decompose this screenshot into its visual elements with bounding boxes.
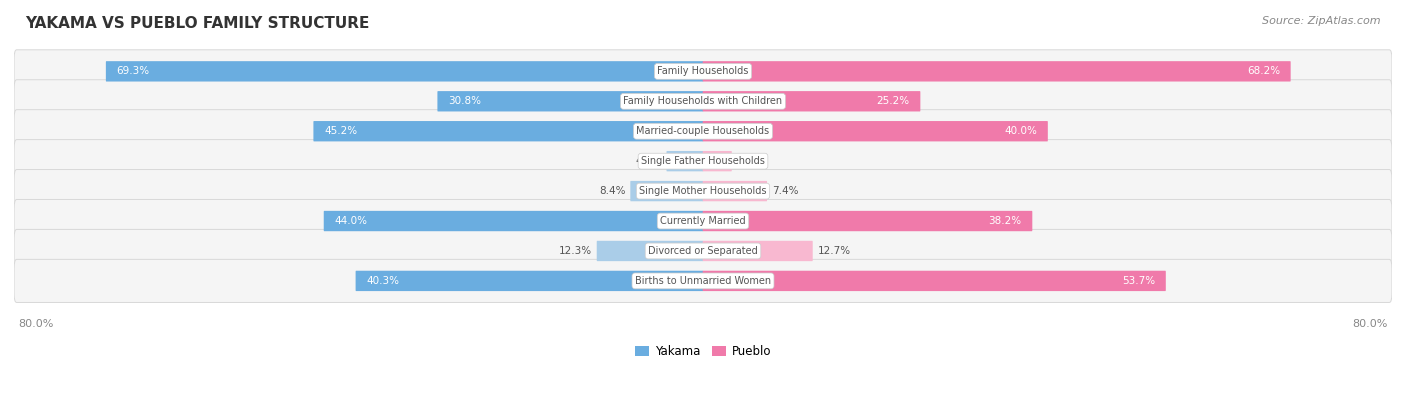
Text: 3.3%: 3.3% (737, 156, 763, 166)
Text: Divorced or Separated: Divorced or Separated (648, 246, 758, 256)
FancyBboxPatch shape (703, 91, 921, 111)
Text: Single Mother Households: Single Mother Households (640, 186, 766, 196)
Text: 80.0%: 80.0% (1353, 319, 1388, 329)
FancyBboxPatch shape (703, 151, 731, 171)
Text: 38.2%: 38.2% (988, 216, 1022, 226)
Text: Births to Unmarried Women: Births to Unmarried Women (636, 276, 770, 286)
Text: 40.0%: 40.0% (1004, 126, 1038, 136)
Text: 12.3%: 12.3% (558, 246, 592, 256)
FancyBboxPatch shape (14, 139, 1392, 183)
Legend: Yakama, Pueblo: Yakama, Pueblo (630, 340, 776, 363)
Text: 8.4%: 8.4% (599, 186, 626, 196)
Text: 80.0%: 80.0% (18, 319, 53, 329)
Text: 53.7%: 53.7% (1122, 276, 1156, 286)
FancyBboxPatch shape (596, 241, 703, 261)
FancyBboxPatch shape (437, 91, 703, 111)
FancyBboxPatch shape (14, 50, 1392, 93)
Text: 45.2%: 45.2% (325, 126, 357, 136)
Text: Single Father Households: Single Father Households (641, 156, 765, 166)
Text: Source: ZipAtlas.com: Source: ZipAtlas.com (1263, 16, 1381, 26)
Text: Married-couple Households: Married-couple Households (637, 126, 769, 136)
FancyBboxPatch shape (105, 61, 703, 81)
FancyBboxPatch shape (14, 169, 1392, 213)
FancyBboxPatch shape (323, 211, 703, 231)
Text: Family Households with Children: Family Households with Children (623, 96, 783, 106)
Text: 69.3%: 69.3% (117, 66, 149, 76)
Text: 30.8%: 30.8% (449, 96, 481, 106)
Text: 25.2%: 25.2% (876, 96, 910, 106)
FancyBboxPatch shape (703, 211, 1032, 231)
Text: 4.2%: 4.2% (636, 156, 662, 166)
FancyBboxPatch shape (14, 229, 1392, 273)
Text: 12.7%: 12.7% (817, 246, 851, 256)
FancyBboxPatch shape (703, 61, 1291, 81)
Text: YAKAMA VS PUEBLO FAMILY STRUCTURE: YAKAMA VS PUEBLO FAMILY STRUCTURE (25, 16, 370, 31)
Text: 68.2%: 68.2% (1247, 66, 1279, 76)
FancyBboxPatch shape (703, 241, 813, 261)
FancyBboxPatch shape (666, 151, 703, 171)
FancyBboxPatch shape (703, 121, 1047, 141)
Text: 44.0%: 44.0% (335, 216, 367, 226)
FancyBboxPatch shape (630, 181, 703, 201)
FancyBboxPatch shape (314, 121, 703, 141)
FancyBboxPatch shape (14, 260, 1392, 303)
FancyBboxPatch shape (14, 199, 1392, 243)
FancyBboxPatch shape (14, 110, 1392, 153)
FancyBboxPatch shape (14, 80, 1392, 123)
Text: Currently Married: Currently Married (661, 216, 745, 226)
Text: 40.3%: 40.3% (367, 276, 399, 286)
FancyBboxPatch shape (703, 271, 1166, 291)
FancyBboxPatch shape (703, 181, 768, 201)
Text: 7.4%: 7.4% (772, 186, 799, 196)
FancyBboxPatch shape (356, 271, 703, 291)
Text: Family Households: Family Households (658, 66, 748, 76)
